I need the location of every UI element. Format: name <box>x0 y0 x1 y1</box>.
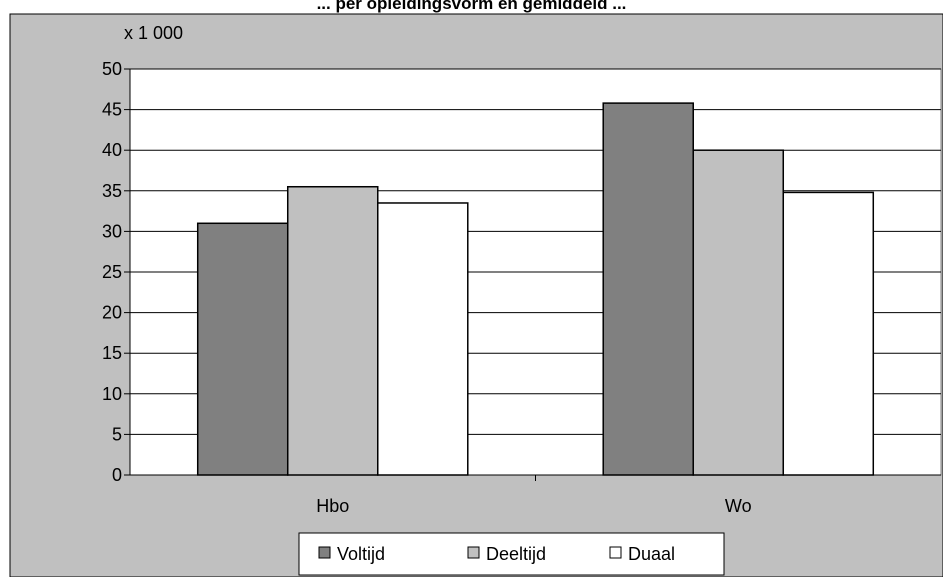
y-tick-label: 45 <box>102 100 122 120</box>
y-tick-label: 20 <box>102 303 122 323</box>
bar-deeltijd-hbo <box>286 185 379 476</box>
legend-label-duaal: Duaal <box>628 544 675 564</box>
x-tick-label: Wo <box>725 496 752 516</box>
y-tick-label: 40 <box>102 140 122 160</box>
chart-title: ... per opleidingsvorm en gemiddeld ... <box>316 0 627 13</box>
legend-swatch-duaal <box>609 546 622 559</box>
bars <box>196 102 875 476</box>
y-tick-label: 25 <box>102 262 122 282</box>
legend-box <box>298 532 725 576</box>
legend-swatch-deeltijd <box>467 546 480 559</box>
bar-voltijd-wo <box>602 102 694 476</box>
bar-deeltijd-wo <box>692 149 785 476</box>
bar-voltijd-hbo <box>196 222 289 476</box>
x-axis-ticks: Hbo Wo <box>316 475 752 516</box>
bar-duaal-wo <box>782 191 875 476</box>
y-tick-label: 5 <box>112 424 122 444</box>
y-tick-label: 35 <box>102 181 122 201</box>
y-axis-ticks: 0 5 10 15 20 25 30 35 40 45 50 <box>102 59 130 485</box>
y-tick-label: 50 <box>102 59 122 79</box>
y-tick-label: 0 <box>112 465 122 485</box>
y-tick-label: 15 <box>102 343 122 363</box>
y-tick-label: 10 <box>102 384 122 404</box>
legend-label-deeltijd: Deeltijd <box>486 544 546 564</box>
legend: Voltijd Deeltijd Duaal <box>298 532 725 576</box>
y-tick-label: 30 <box>102 221 122 241</box>
bar-duaal-hbo <box>377 202 469 476</box>
legend-items: Voltijd Deeltijd Duaal <box>318 544 675 564</box>
legend-swatch-voltijd <box>318 546 331 559</box>
y-axis-unit-label: x 1 000 <box>124 23 183 43</box>
x-tick-label: Hbo <box>316 496 349 516</box>
legend-label-voltijd: Voltijd <box>337 544 385 564</box>
